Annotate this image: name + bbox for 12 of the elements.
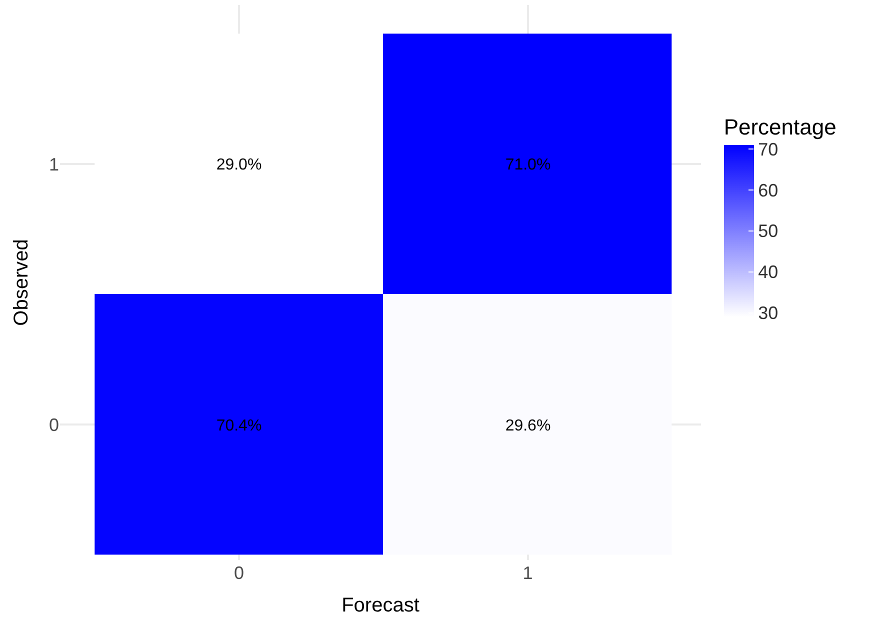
color-bar-label: 40 [758, 262, 778, 282]
x-axis-title: Forecast [342, 594, 420, 616]
data-label: 71.0% [505, 156, 551, 174]
color-bar-label: 30 [758, 303, 778, 324]
data-label: 29.6% [505, 418, 551, 435]
data-label: 29.0% [216, 156, 262, 174]
legend-title: Percentage [724, 114, 836, 140]
data-label: 70.4% [216, 418, 262, 435]
color-bar-label: 60 [758, 180, 778, 200]
y-axis-title: Observed [10, 239, 32, 326]
color-bar-label: 70 [758, 139, 778, 160]
color-bar-label: 50 [758, 221, 778, 242]
